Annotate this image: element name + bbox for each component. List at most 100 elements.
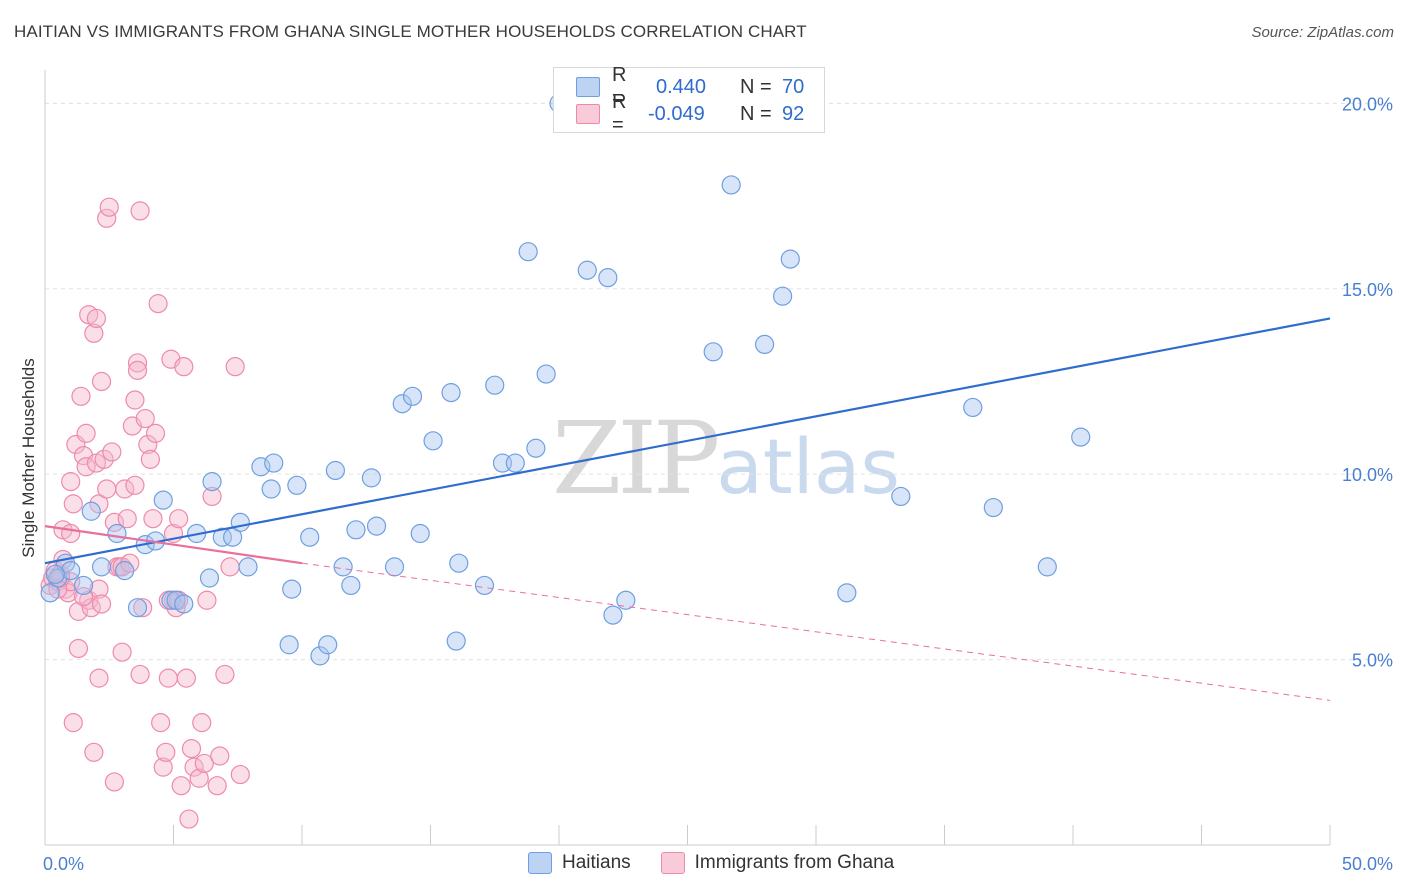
haitian-point xyxy=(107,523,127,544)
legend-n-value: 92 xyxy=(782,102,805,125)
legend-n-label: N = xyxy=(740,75,772,98)
legend-label-haitians: Haitians xyxy=(562,852,631,873)
ghana-point xyxy=(133,598,153,618)
legend-r-label: R = xyxy=(612,64,627,109)
legend-n-value: 70 xyxy=(782,75,805,98)
y-tick-label: 10.0% xyxy=(1342,465,1393,485)
ghana-point xyxy=(176,668,196,688)
legend-swatch-haitians xyxy=(576,77,600,97)
y-tick-label: 20.0% xyxy=(1342,94,1393,114)
axes xyxy=(44,70,1331,846)
legend-item-ghana: Immigrants from Ghana xyxy=(660,852,894,874)
ghana-point xyxy=(86,308,107,329)
haitian-point xyxy=(61,560,81,581)
haitian-point xyxy=(518,242,538,262)
ghana-point xyxy=(125,390,145,410)
haitian-point xyxy=(346,520,366,540)
haitian-point xyxy=(616,590,636,610)
ghana-point xyxy=(61,523,81,544)
haitian-point xyxy=(325,460,346,481)
ghana-point xyxy=(117,509,137,529)
haitian-point xyxy=(780,249,800,269)
series-immigrants-from-ghana xyxy=(40,197,250,829)
haitian-point xyxy=(474,575,495,596)
haitian-point xyxy=(423,431,443,451)
ghana-point xyxy=(127,353,148,373)
haitian-point xyxy=(81,501,101,521)
haitian-point xyxy=(318,635,338,655)
watermark-zip: ZIP xyxy=(552,400,720,517)
ghana-point xyxy=(197,590,217,610)
haitian-point xyxy=(251,457,271,477)
haitian-point xyxy=(384,557,405,577)
legend-row-ghana: R = -0.049 N = 92 xyxy=(576,91,805,136)
haitian-point xyxy=(392,394,412,414)
haitian-point xyxy=(1037,557,1057,577)
ghana-point xyxy=(174,357,194,377)
trend-lines xyxy=(44,317,1331,701)
ghana-point xyxy=(84,323,104,343)
haitian-point xyxy=(983,497,1003,518)
ghana-point xyxy=(125,475,145,495)
y-tick-label: 5.0% xyxy=(1352,651,1393,671)
trend-line-haitians xyxy=(44,317,1331,565)
ghana-point xyxy=(210,746,230,766)
haitian-point xyxy=(837,583,857,603)
haitian-point xyxy=(485,375,505,395)
ghana-point xyxy=(68,638,89,659)
ghana-point xyxy=(171,776,191,796)
haitian-point xyxy=(361,468,381,488)
watermark-atlas: atlas xyxy=(716,422,900,511)
ghana-point xyxy=(127,360,148,380)
ghana-point xyxy=(71,386,91,406)
ghana-point xyxy=(143,509,163,529)
ghana-point xyxy=(130,201,150,221)
ghana-point xyxy=(148,294,168,314)
ghana-point xyxy=(89,494,109,514)
ghana-point xyxy=(202,486,222,507)
haitian-point xyxy=(202,472,222,492)
ghana-point xyxy=(156,742,176,762)
ghana-point xyxy=(63,494,83,514)
ghana-point xyxy=(61,472,81,492)
tick-labels: 5.0% 10.0% 15.0% 20.0% 0.0% 50.0% xyxy=(43,94,1393,874)
haitian-point xyxy=(261,479,281,499)
haitian-point xyxy=(238,557,258,577)
y-axis-title: Single Mother Households xyxy=(19,358,38,557)
haitian-point xyxy=(212,527,232,547)
haitian-point xyxy=(721,175,741,195)
haitian-point xyxy=(772,286,793,306)
legend-row-haitians: R = 0.440 N = 70 xyxy=(576,64,805,109)
haitian-point xyxy=(73,575,94,596)
ghana-point xyxy=(145,423,166,443)
ghana-point xyxy=(115,479,135,499)
haitian-point xyxy=(287,475,307,495)
ghana-point xyxy=(130,664,150,685)
series-haitians xyxy=(40,93,1091,666)
legend-r-value: 0.440 xyxy=(656,75,707,98)
haitian-point xyxy=(963,397,983,418)
legend-n-label: N = xyxy=(740,102,772,125)
haitian-point xyxy=(279,635,299,655)
ghana-point xyxy=(76,423,96,443)
haitian-point xyxy=(161,590,181,610)
legend-item-haitians: Haitians xyxy=(528,852,631,874)
haitian-point xyxy=(603,605,623,625)
haitian-point xyxy=(754,334,775,355)
ghana-point xyxy=(102,442,122,462)
haitian-point xyxy=(310,646,330,666)
haitian-point xyxy=(446,631,466,651)
ghana-point xyxy=(158,668,178,688)
ghana-point xyxy=(91,594,112,614)
ghana-point xyxy=(89,668,109,688)
ghana-point xyxy=(89,579,109,599)
ghana-point xyxy=(63,713,83,733)
ghana-point xyxy=(73,586,94,607)
legend-r-value: -0.049 xyxy=(648,102,705,125)
legend-swatch-ghana xyxy=(576,104,600,124)
legend-swatch-ghana xyxy=(660,852,685,874)
haitian-point xyxy=(505,453,525,473)
haitian-point xyxy=(402,386,423,406)
ghana-point xyxy=(76,457,96,477)
ghana-point xyxy=(189,768,209,788)
